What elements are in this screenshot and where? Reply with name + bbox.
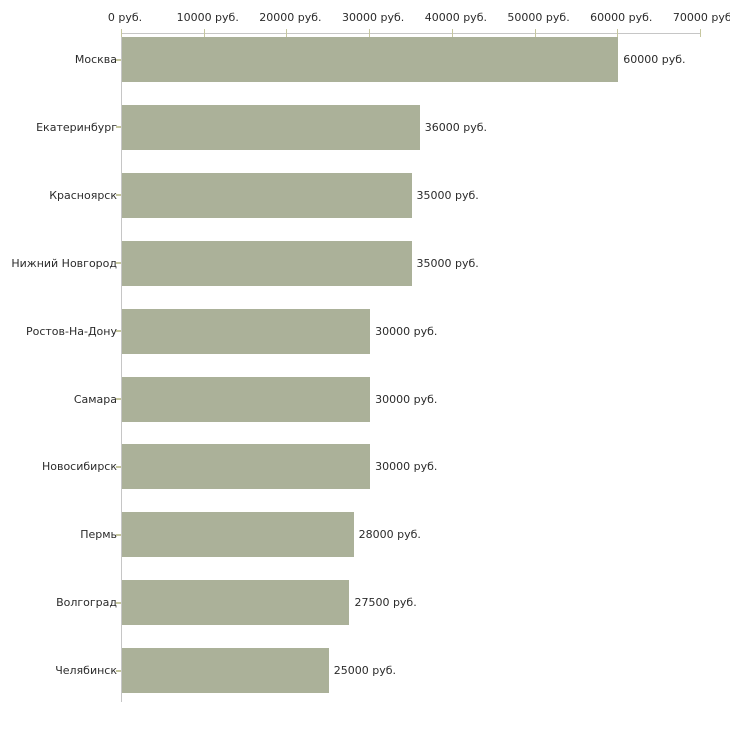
- x-axis-tick-label: 60000 руб.: [590, 11, 653, 24]
- value-label: 35000 руб.: [416, 188, 479, 202]
- bar: [122, 104, 420, 150]
- y-axis-tick: [116, 262, 121, 265]
- bar: [122, 580, 350, 626]
- x-axis-tick-label: 50000 руб.: [507, 11, 570, 24]
- y-axis-tick: [116, 126, 121, 129]
- category-label: Волгоград: [56, 596, 117, 610]
- bar: [122, 240, 412, 286]
- category-label: Екатеринбург: [36, 120, 117, 134]
- category-label: Пермь: [80, 528, 117, 542]
- value-label: 28000 руб.: [358, 528, 421, 542]
- category-label: Ростов-На-Дону: [25, 324, 117, 338]
- y-axis-tick: [116, 330, 121, 333]
- value-label: 30000 руб.: [375, 460, 438, 474]
- x-axis-tick: [203, 29, 205, 37]
- bar: [122, 37, 619, 82]
- value-label: 30000 руб.: [375, 324, 438, 338]
- category-label: Новосибирск: [41, 460, 117, 474]
- y-axis-tick: [116, 194, 121, 197]
- value-label: 35000 руб.: [416, 256, 479, 270]
- y-axis-tick: [116, 398, 121, 400]
- value-label: 30000 руб.: [375, 392, 438, 406]
- bar: [122, 648, 329, 694]
- category-label: Самара: [73, 392, 117, 406]
- y-axis-tick: [116, 669, 121, 672]
- x-axis-tick-label: 40000 руб.: [424, 11, 487, 24]
- value-label: 27500 руб.: [354, 596, 417, 610]
- category-label: Москва: [74, 53, 117, 66]
- x-axis-tick: [121, 29, 122, 37]
- x-axis-tick: [617, 29, 619, 37]
- value-label: 25000 руб.: [333, 664, 397, 678]
- x-axis-tick: [451, 29, 453, 37]
- y-axis-tick: [116, 533, 121, 536]
- x-axis-tick-label: 70000 руб.: [672, 11, 730, 24]
- bar: [122, 376, 371, 422]
- x-axis-tick: [700, 29, 701, 37]
- y-axis-line: [121, 33, 122, 702]
- y-axis-tick: [116, 58, 121, 61]
- category-label: Челябинск: [55, 664, 117, 678]
- bar: [122, 308, 371, 354]
- value-label: 60000 руб.: [623, 53, 686, 66]
- x-axis-tick-label: 20000 руб.: [259, 11, 322, 24]
- bar: [122, 172, 412, 218]
- value-label: 36000 руб.: [424, 120, 488, 134]
- x-axis-tick: [534, 29, 536, 37]
- x-axis-line: [121, 33, 700, 34]
- x-axis-tick-label: 10000 руб.: [176, 11, 239, 24]
- bar: [122, 512, 354, 558]
- y-axis-tick: [116, 465, 121, 468]
- x-axis-tick-label: 0 руб.: [107, 11, 143, 24]
- category-label: Нижний Новгород: [11, 256, 117, 270]
- bar: [122, 444, 371, 490]
- y-axis-tick: [116, 601, 121, 604]
- category-label: Красноярск: [49, 188, 117, 202]
- x-axis-tick: [286, 29, 288, 37]
- x-axis-tick: [369, 29, 371, 37]
- x-axis-tick-label: 30000 руб.: [342, 11, 405, 24]
